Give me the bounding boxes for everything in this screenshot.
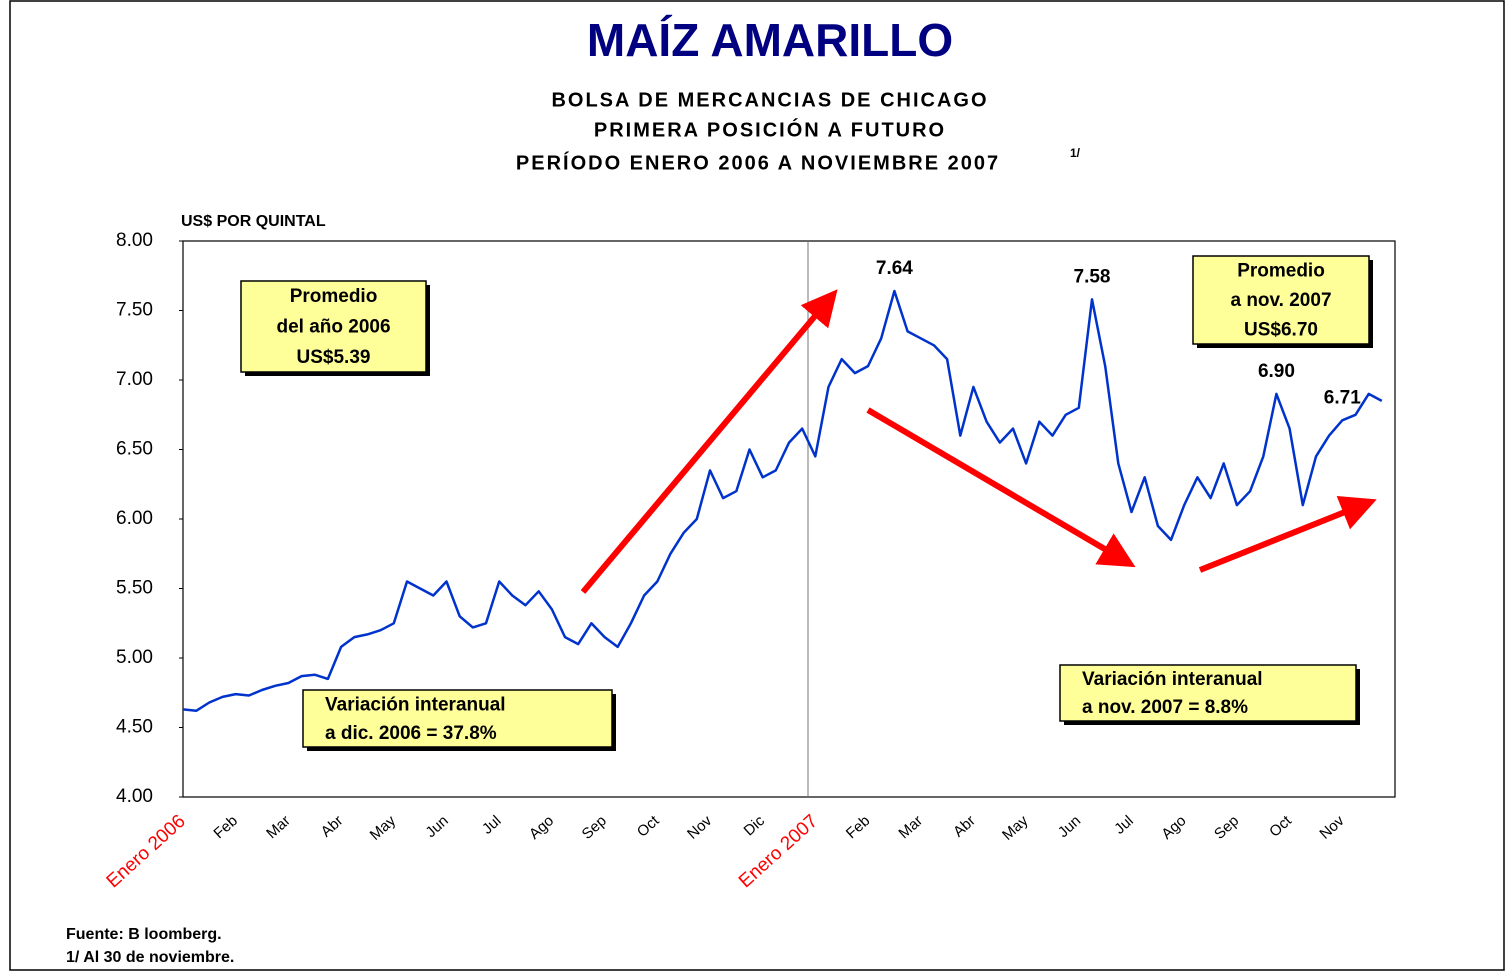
trend-arrow bbox=[1198, 495, 1377, 573]
chart-title: MAÍZ AMARILLO bbox=[587, 14, 953, 66]
subtitle-note: 1/ bbox=[1070, 146, 1081, 160]
annotation-text: del año 2006 bbox=[276, 317, 390, 338]
annotation-text: a dic. 2006 = 37.8% bbox=[325, 723, 497, 744]
annotation-box bbox=[1192, 255, 1370, 345]
y-tick-label: 4.00 bbox=[116, 786, 153, 807]
footnote: 1/ Al 30 de noviembre. bbox=[66, 949, 234, 966]
trend-arrow bbox=[866, 407, 1136, 568]
frame bbox=[9, 0, 1505, 971]
annotation-box bbox=[240, 280, 427, 373]
peak-label: 7.64 bbox=[876, 258, 913, 279]
annotation-box bbox=[302, 689, 613, 748]
annotation-text: US$6.70 bbox=[1244, 319, 1318, 340]
trend-arrow bbox=[580, 289, 838, 594]
subtitle: PRIMERA POSICIÓN A FUTURO bbox=[594, 117, 946, 141]
annotation-text: Promedio bbox=[1237, 261, 1325, 282]
y-tick-label: 7.50 bbox=[116, 300, 153, 321]
annotation-text: Variación interanual bbox=[1082, 669, 1263, 690]
annotation-text: Variación interanual bbox=[325, 694, 506, 715]
y-tick-label: 6.50 bbox=[116, 439, 153, 460]
annotation-box bbox=[1059, 664, 1357, 722]
y-tick-label: 8.00 bbox=[116, 230, 153, 251]
y-tick-label: 6.00 bbox=[116, 508, 153, 529]
annotation-text: US$5.39 bbox=[297, 347, 371, 368]
y-tick-label: 5.00 bbox=[116, 647, 153, 668]
peak-label: 6.90 bbox=[1258, 361, 1295, 382]
subtitle: PERÍODO ENERO 2006 A NOVIEMBRE 2007 bbox=[516, 151, 1000, 174]
source-note: Fuente: B loomberg. bbox=[66, 926, 222, 943]
peak-label: 6.71 bbox=[1324, 387, 1361, 408]
y-tick-label: 7.00 bbox=[116, 369, 153, 390]
annotation-text: a nov. 2007 bbox=[1230, 290, 1331, 311]
annotation-text: a nov. 2007 = 8.8% bbox=[1082, 697, 1248, 718]
y-tick-label: 4.50 bbox=[116, 717, 153, 738]
peak-label: 7.58 bbox=[1074, 266, 1111, 287]
y-tick-label: 5.50 bbox=[116, 578, 153, 599]
y-axis-label: US$ POR QUINTAL bbox=[181, 213, 326, 230]
subtitle: BOLSA DE MERCANCIAS DE CHICAGO bbox=[551, 89, 988, 111]
price-line bbox=[182, 289, 1383, 713]
annotation-text: Promedio bbox=[290, 286, 378, 307]
